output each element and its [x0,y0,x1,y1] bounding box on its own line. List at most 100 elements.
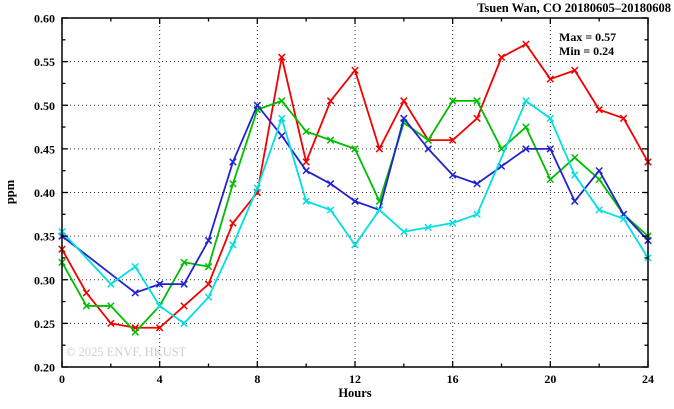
series-blue-line [61,104,649,294]
x-tick-label: 16 [447,372,459,386]
marker-blue [180,280,188,288]
marker-red [546,75,555,83]
marker-green [424,136,432,144]
series-red [58,40,652,332]
marker-cyan [546,114,555,123]
y-tick-label: 0.35 [34,230,55,244]
marker-green [229,180,237,188]
y-tick-label: 0.50 [34,99,55,113]
series-cyan [58,97,652,328]
y-tick-label: 0.55 [34,55,55,69]
marker-red [180,302,188,310]
marker-cyan [595,206,603,214]
marker-green [278,97,286,105]
marker-cyan [180,319,188,328]
marker-red [278,53,286,61]
marker-green [351,145,359,153]
marker-green [204,262,213,271]
y-tick-label: 0.30 [34,273,55,287]
x-axis-title: Hours [338,386,371,400]
marker-cyan [204,293,213,301]
marker-blue [546,145,555,153]
marker-green [546,175,555,184]
marker-blue [229,158,237,166]
chart-title: Tsuen Wan, CO 20180605–20180608 [477,1,671,15]
axis-ticks [61,17,649,368]
marker-blue [424,145,432,153]
marker-green [82,302,91,310]
marker-cyan [448,219,457,227]
marker-cyan [278,114,286,123]
x-tick-label: 0 [59,372,65,386]
marker-red [155,324,164,332]
marker-green [302,127,310,136]
marker-blue [571,197,579,205]
marker-red [302,158,310,166]
marker-cyan [424,223,432,232]
marker-cyan [473,210,481,219]
marker-green [180,258,188,267]
data-series [58,40,652,336]
y-tick-label: 0.45 [34,142,55,156]
watermark-text: © 2025 ENVF, HKUST [66,345,187,359]
marker-green [571,153,579,162]
min-annotation: Min = 0.24 [559,44,614,58]
max-annotation: Max = 0.57 [559,30,616,44]
marker-blue [595,166,603,175]
y-tick-label: 0.20 [34,361,55,375]
marker-green [131,328,139,336]
marker-red [82,289,91,297]
marker-cyan [571,171,579,179]
y-axis-title: ppm [3,179,17,204]
marker-cyan [155,302,164,310]
marker-red [204,280,213,288]
marker-blue [351,197,359,205]
marker-red [326,97,335,105]
marker-cyan [302,197,310,205]
axis-tick-labels: 0 4 8 12 16 20 24 0.20 0.25 0.30 0.35 0.40 0.45 0.50 0… [34,12,654,387]
marker-red [375,145,384,153]
marker-cyan [375,206,384,214]
marker-cyan [253,184,262,192]
marker-green [473,97,481,105]
series-green-line [61,99,649,334]
y-tick-label: 0.25 [34,317,55,331]
marker-red [595,105,603,114]
marker-blue [448,171,457,179]
marker-red [351,66,359,75]
marker-cyan [351,241,359,249]
series-green [58,97,652,336]
marker-cyan [229,241,237,249]
marker-cyan [522,97,530,105]
marker-blue [522,145,530,153]
marker-red [571,66,579,75]
marker-cyan [107,280,115,288]
marker-red [229,219,237,227]
marker-green [326,136,335,144]
y-tick-label: 0.40 [34,186,55,200]
marker-green [595,175,603,184]
marker-blue [278,132,286,140]
marker-green [448,97,457,105]
x-tick-label: 12 [349,372,361,386]
marker-red [448,136,457,144]
x-tick-label: 4 [157,372,163,386]
y-tick-label: 0.60 [34,12,55,26]
marker-cyan [131,262,139,271]
marker-blue [302,166,310,175]
marker-blue [400,114,408,123]
x-tick-label: 20 [544,372,556,386]
marker-red [400,97,408,105]
marker-blue [326,180,335,188]
marker-blue [204,236,213,245]
marker-cyan [326,206,335,214]
marker-red [473,114,481,123]
marker-cyan [400,228,408,236]
marker-red [107,319,115,328]
marker-cyan [619,214,628,223]
marker-green [522,123,530,131]
marker-blue [473,180,481,188]
marker-red [522,40,530,48]
